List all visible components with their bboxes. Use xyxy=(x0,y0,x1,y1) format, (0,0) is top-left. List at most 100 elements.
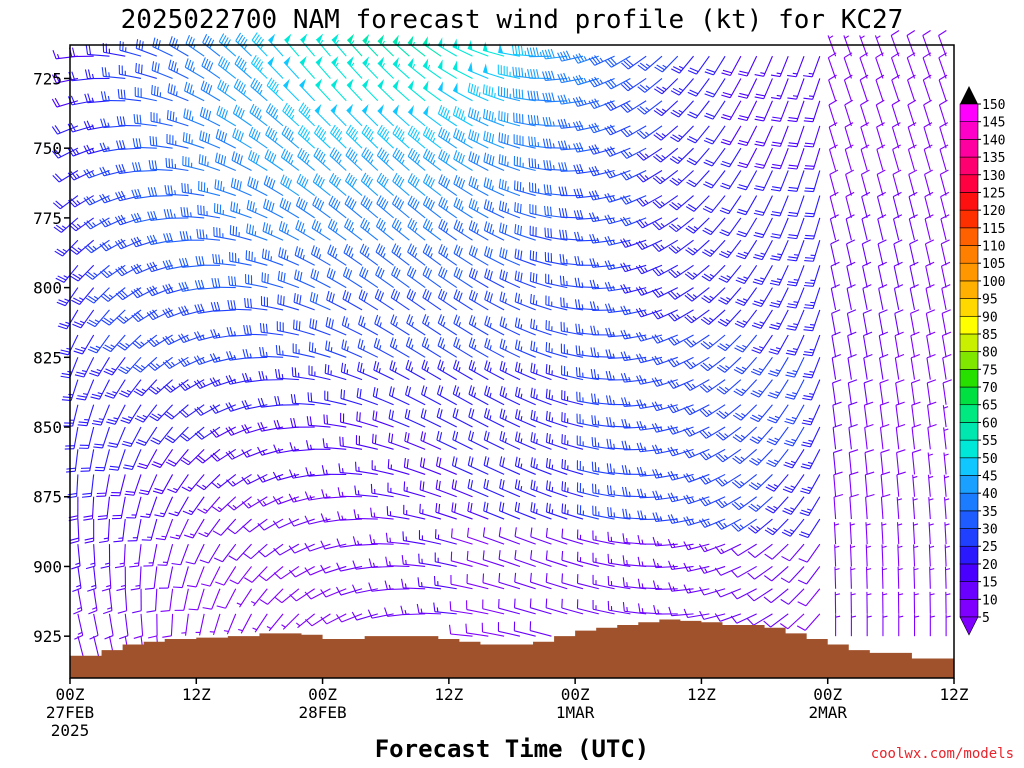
wind-barb xyxy=(197,496,221,514)
wind-barb xyxy=(387,482,410,498)
wind-barb xyxy=(144,566,158,590)
wind-barb xyxy=(803,55,821,78)
wind-barb xyxy=(438,174,458,197)
wind-barb xyxy=(763,566,789,582)
wind-barb xyxy=(419,480,442,498)
wind-barb xyxy=(218,33,237,57)
wind-barb xyxy=(701,287,726,304)
wind-barb xyxy=(526,47,552,58)
wind-barb xyxy=(88,588,98,615)
wind-barb xyxy=(387,459,410,475)
wind-barb xyxy=(329,147,347,171)
wind-barb xyxy=(683,356,710,370)
wind-barb xyxy=(498,527,521,545)
wind-barb xyxy=(229,251,252,266)
wind-barb xyxy=(484,385,505,406)
wind-barb xyxy=(747,566,773,580)
wind-barb xyxy=(829,169,839,196)
wind-barb xyxy=(588,98,615,110)
wind-barb xyxy=(667,470,694,481)
wind-barb xyxy=(359,243,379,266)
wind-barb xyxy=(545,363,568,381)
wind-barb xyxy=(943,452,949,475)
wind-barb xyxy=(435,502,457,520)
wind-barb xyxy=(199,106,221,127)
wind-barb xyxy=(245,274,268,289)
wind-barb xyxy=(732,448,758,465)
wind-barb xyxy=(721,55,742,77)
wind-barb xyxy=(699,448,726,461)
wind-barb xyxy=(468,359,489,381)
wind-barb xyxy=(699,379,726,393)
wind-barb xyxy=(340,412,363,428)
wind-barb xyxy=(683,584,710,594)
wind-barb xyxy=(369,534,394,545)
wind-barb xyxy=(467,456,489,475)
wind-barb xyxy=(247,150,268,171)
wind-barb xyxy=(763,613,789,628)
wind-barb xyxy=(881,544,887,567)
wind-barb xyxy=(499,386,521,406)
wind-barb xyxy=(56,287,79,307)
wind-barb xyxy=(466,527,489,545)
wind-barb xyxy=(119,40,142,57)
wind-barb xyxy=(769,287,789,308)
wind-barb xyxy=(604,168,631,179)
wind-barb xyxy=(232,104,252,127)
y-tick-label: 800 xyxy=(33,279,62,298)
wind-barb xyxy=(452,359,473,381)
wind-barb xyxy=(804,217,821,240)
wind-barb xyxy=(876,169,886,196)
x-tick-label: 00Z xyxy=(56,685,85,704)
wind-barb xyxy=(859,74,869,101)
colorbar-segment xyxy=(959,545,979,565)
wind-barb xyxy=(99,519,111,544)
wind-barb xyxy=(796,613,821,631)
chart-title: 2025022700 NAM forecast wind profile (kt… xyxy=(121,5,904,35)
wind-barb xyxy=(529,225,552,241)
wind-barb xyxy=(422,266,442,289)
wind-barb xyxy=(70,264,95,282)
wind-barb xyxy=(530,387,552,406)
wind-barb xyxy=(407,35,426,57)
wind-barb xyxy=(299,78,316,102)
wind-barb xyxy=(330,103,347,127)
wind-barb xyxy=(294,246,315,266)
colorbar-label: 85 xyxy=(982,328,998,343)
wind-barb xyxy=(468,245,489,266)
wind-barb xyxy=(667,425,694,435)
wind-barb xyxy=(637,100,663,115)
wind-barb xyxy=(783,449,805,469)
wind-barb xyxy=(670,100,694,118)
wind-barb xyxy=(938,30,947,57)
wind-barb xyxy=(325,317,347,336)
wind-barb xyxy=(651,287,678,298)
wind-barb xyxy=(392,104,410,127)
wind-barb xyxy=(132,138,157,149)
wind-barb xyxy=(890,52,900,79)
wind-barb xyxy=(896,497,902,520)
wind-barb xyxy=(213,203,236,219)
wind-barb xyxy=(683,379,710,391)
wind-barb xyxy=(101,67,126,80)
wind-barb xyxy=(209,426,237,438)
colorbar-label: 75 xyxy=(982,363,998,378)
wind-barb xyxy=(326,267,347,289)
wind-barb xyxy=(927,474,934,497)
wind-barb xyxy=(212,518,237,536)
wind-barb xyxy=(437,314,458,336)
wind-barb xyxy=(927,452,934,475)
wind-barb xyxy=(845,239,856,266)
wind-barb xyxy=(405,336,426,358)
wind-barb xyxy=(181,182,205,197)
wind-barb xyxy=(699,586,726,596)
wind-barb xyxy=(940,191,950,219)
wind-barb xyxy=(315,33,331,57)
wind-barb xyxy=(738,55,758,77)
wind-barb xyxy=(388,432,410,450)
wind-barb xyxy=(159,566,174,589)
wind-barb xyxy=(591,437,615,450)
wind-barb xyxy=(252,613,268,633)
wind-barb xyxy=(261,272,284,289)
wind-barb xyxy=(99,166,126,177)
